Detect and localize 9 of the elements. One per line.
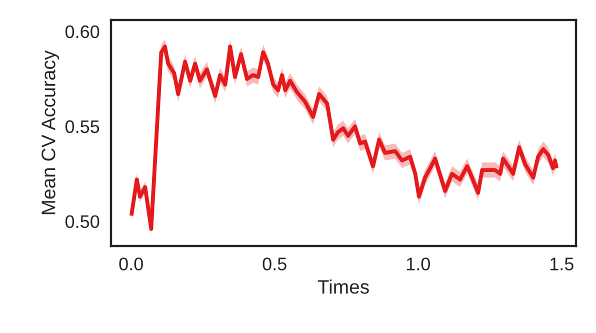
x-axis-title: Times bbox=[318, 280, 369, 294]
x-tick-label: 1.0 bbox=[406, 258, 430, 270]
y-tick-label: 0.50 bbox=[65, 215, 100, 228]
x-tick-label: 1.5 bbox=[550, 258, 574, 270]
x-tick-label: 0.5 bbox=[262, 258, 286, 270]
y-tick-label: 0.55 bbox=[65, 120, 100, 134]
x-tick-label: 0.0 bbox=[119, 258, 143, 270]
y-axis-title: Mean CV Accuracy bbox=[42, 50, 60, 214]
y-tick-label: 0.60 bbox=[65, 25, 100, 38]
